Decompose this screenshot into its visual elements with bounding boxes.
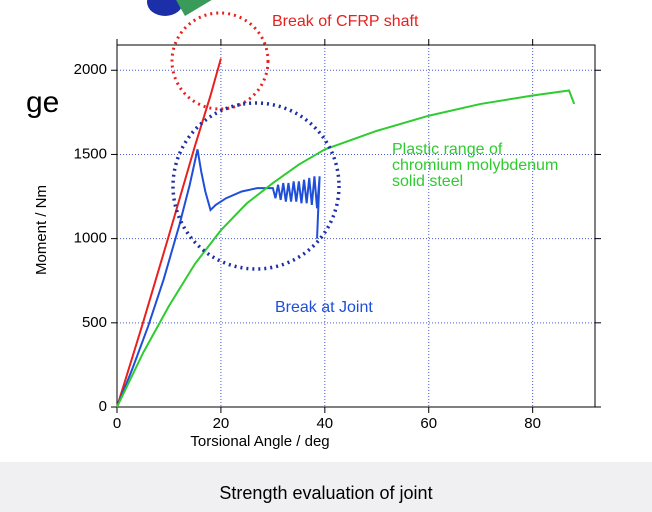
highlight-circle <box>170 11 270 111</box>
annotation: Plastic range of <box>392 141 503 158</box>
fragment-text: ge <box>26 86 59 119</box>
y-tick-label: 1500 <box>74 145 107 162</box>
caption: Strength evaluation of joint <box>219 483 432 503</box>
annotation: Break of CFRP shaft <box>272 13 419 30</box>
x-tick-label: 20 <box>213 415 230 432</box>
y-tick-label: 500 <box>82 314 107 331</box>
caption-band <box>0 462 652 512</box>
x-tick-label: 60 <box>420 415 437 432</box>
photo-fragment <box>176 0 212 16</box>
annotation: chromium molybdenum <box>392 157 558 174</box>
data-line <box>116 149 321 408</box>
x-tick-label: 0 <box>113 415 121 432</box>
x-tick-label: 80 <box>524 415 541 432</box>
x-axis-label: Torsional Angle / deg <box>190 433 329 450</box>
y-tick-label: 2000 <box>74 61 107 78</box>
x-tick-label: 40 <box>316 415 333 432</box>
highlight-circle <box>171 101 341 271</box>
y-tick-label: 0 <box>99 398 107 415</box>
y-tick-label: 1000 <box>74 230 107 247</box>
annotation: solid steel <box>392 173 463 190</box>
data-line <box>116 58 222 408</box>
plot-frame <box>116 44 596 408</box>
y-axis-label: Moment / Nm <box>33 185 50 275</box>
photo-fragment <box>147 0 183 16</box>
data-line <box>116 89 576 408</box>
annotation: Break at Joint <box>275 299 373 316</box>
